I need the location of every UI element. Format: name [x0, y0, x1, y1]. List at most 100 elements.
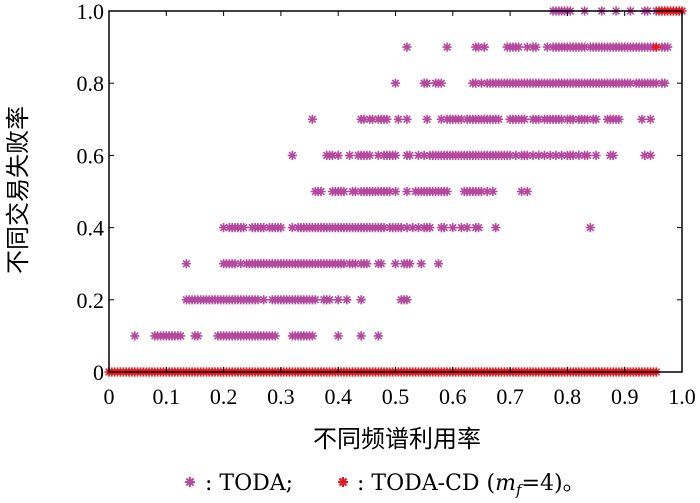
data-point: [482, 186, 492, 197]
data-point: [534, 150, 544, 160]
data-point: [519, 114, 530, 124]
data-point: [236, 259, 246, 269]
y-tick-label: 0.2: [77, 288, 105, 313]
data-point: [614, 114, 624, 124]
data-point: [582, 114, 593, 124]
data-point: [591, 150, 601, 160]
data-point: [239, 223, 249, 233]
data-point: [390, 186, 401, 197]
data-point: [511, 150, 521, 160]
data-point: [574, 150, 584, 160]
data-point: [325, 295, 335, 305]
data-point: [585, 223, 595, 233]
data-point: [442, 186, 452, 197]
data-point: [471, 78, 481, 88]
data-point: [270, 331, 280, 341]
plot-area-frame: [108, 10, 683, 373]
ticks-layer: 0 0.1 0.2 0.3 0.4 0.5 0.6 0.7 0.8 0.9 1.0 0 0.2 0.4 0.…: [77, 0, 696, 409]
data-point: [433, 259, 444, 269]
data-point: [660, 78, 670, 88]
data-point: [591, 114, 601, 124]
data-point: [390, 78, 401, 88]
data-point: [176, 331, 186, 341]
data-point: [582, 150, 593, 160]
data-point: [608, 150, 618, 160]
data-point: [181, 259, 191, 269]
data-point: [287, 150, 297, 160]
data-point: [356, 331, 366, 341]
data-point: [436, 78, 446, 88]
data-point: [651, 42, 661, 52]
data-point: [287, 223, 297, 233]
y-tick-label: 0.6: [77, 143, 105, 168]
x-tick-label: 0.8: [554, 384, 582, 409]
data-point: [356, 295, 366, 305]
data-point: [488, 186, 498, 197]
data-point: [436, 114, 446, 124]
data-point: [462, 223, 472, 233]
data-point: [396, 223, 406, 233]
data-point: [522, 186, 532, 197]
data-point: [307, 114, 318, 124]
x-tick-label: 0.6: [439, 384, 467, 409]
legend-marker-toda-cd: [338, 477, 348, 487]
data-point: [333, 331, 343, 341]
data-point: [625, 78, 636, 88]
data-point: [373, 150, 383, 160]
data-point: [385, 186, 395, 197]
legend: : TODA; : TODA-CD (mf=4)。: [185, 471, 585, 499]
data-point: [514, 42, 524, 52]
data-point: [219, 223, 229, 233]
x-tick-label: 0.9: [611, 384, 639, 409]
data-point: [316, 186, 326, 197]
legend-label-toda: : TODA;: [205, 471, 293, 496]
x-tick-label: 0.4: [324, 384, 352, 409]
data-point: [339, 259, 349, 269]
data-point: [408, 223, 418, 233]
data-point: [342, 295, 352, 305]
series-toda: [130, 6, 673, 341]
data-point: [645, 114, 656, 124]
x-tick-label: 0.7: [496, 384, 524, 409]
data-point: [456, 223, 466, 233]
data-point: [350, 259, 360, 269]
y-tick-label: 0.4: [77, 216, 105, 241]
data-point: [557, 150, 567, 160]
data-point: [522, 150, 532, 160]
data-point: [531, 42, 541, 52]
data-point: [393, 114, 403, 124]
data-point: [491, 223, 501, 233]
data-point: [413, 223, 424, 233]
y-tick-label: 0.8: [77, 71, 105, 96]
data-point: [130, 331, 140, 341]
data-point: [651, 78, 661, 88]
data-point: [402, 114, 412, 124]
data-point: [390, 150, 401, 160]
data-point: [333, 150, 343, 160]
data-point: [259, 295, 269, 305]
data-point: [390, 259, 401, 269]
x-tick-label: 0.2: [210, 384, 238, 409]
data-point: [439, 223, 449, 233]
x-tick-label: 0.3: [267, 384, 295, 409]
y-axis-title: 不同交易失败率: [4, 106, 32, 274]
data-point: [422, 78, 432, 88]
data-point: [522, 42, 532, 52]
data-point: [545, 150, 555, 160]
data-point: [350, 186, 360, 197]
data-point: [416, 259, 426, 269]
data-point: [568, 150, 578, 160]
data-point: [345, 150, 355, 160]
data-point: [473, 223, 484, 233]
data-point: [405, 259, 415, 269]
x-axis-title: 不同频谱利用率: [313, 425, 481, 453]
data-point: [557, 114, 567, 124]
data-point: [579, 42, 590, 52]
data-point: [534, 114, 544, 124]
data-point: [551, 150, 561, 160]
data-point: [419, 150, 429, 160]
legend-label-toda-cd-prefix: : TODA-CD (: [357, 471, 495, 496]
data-point: [476, 186, 487, 197]
data-point: [402, 186, 412, 197]
